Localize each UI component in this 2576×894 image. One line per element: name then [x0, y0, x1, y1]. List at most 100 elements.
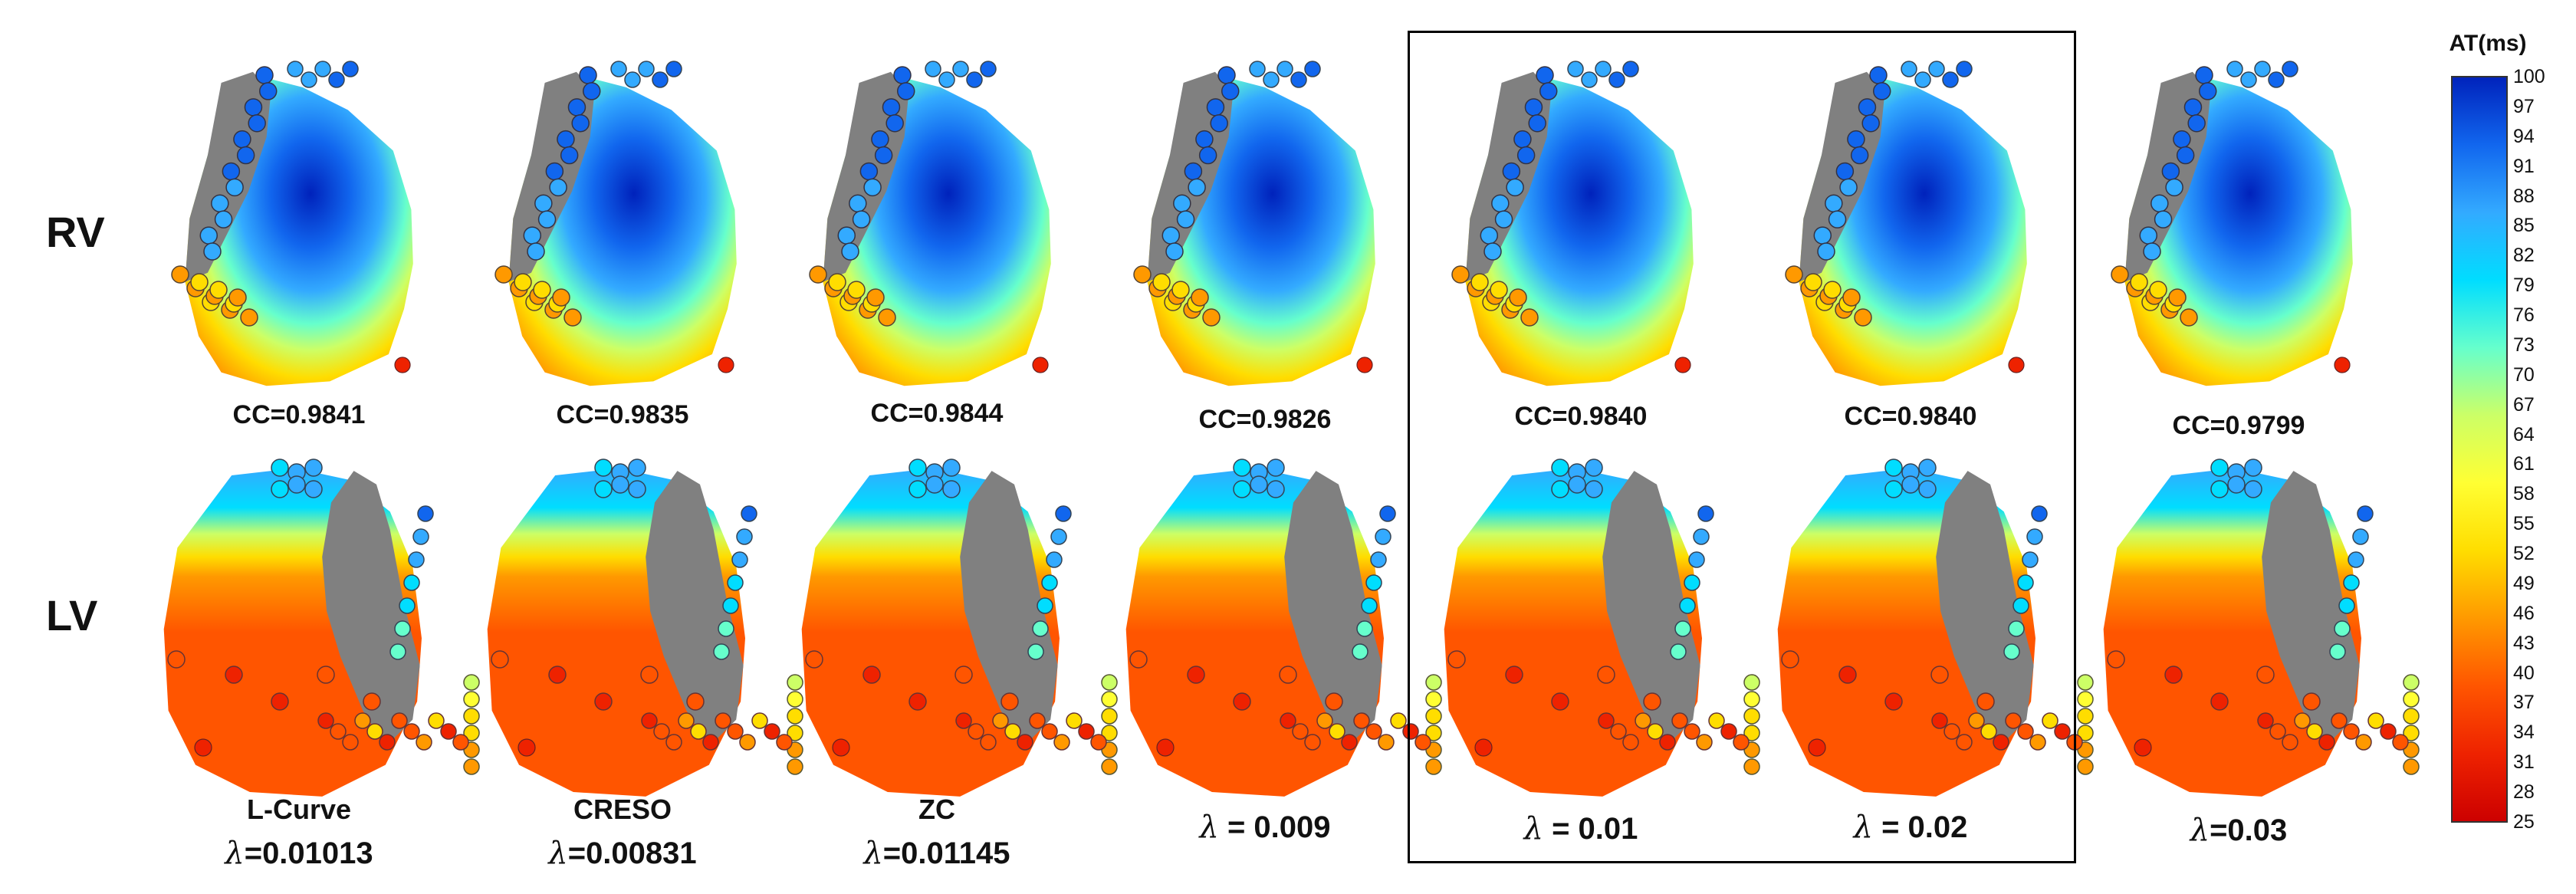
electrode	[1598, 712, 1615, 729]
electrode	[1263, 71, 1280, 88]
cc-label: CC=0.9841	[232, 400, 366, 429]
electrode	[1414, 734, 1431, 751]
electrode	[2306, 723, 2323, 740]
electrode	[849, 194, 867, 213]
lambda-value: =0.00831	[567, 836, 697, 870]
colorbar-tick-label: 25	[2513, 811, 2535, 833]
electrode	[194, 738, 212, 757]
electrode	[463, 758, 480, 775]
colorbar-tick-label: 76	[2513, 304, 2535, 327]
lambda-value: = 0.009	[1218, 810, 1331, 844]
electrode	[893, 66, 912, 84]
electrode	[1279, 666, 1297, 684]
electrode	[1597, 666, 1615, 684]
electrode	[491, 650, 509, 669]
electrode	[2150, 194, 2169, 213]
electrode	[1539, 82, 1558, 100]
colorbar-tick-label: 28	[2513, 781, 2535, 804]
electrode	[495, 265, 513, 284]
electrode	[167, 650, 186, 669]
electrode	[248, 113, 266, 133]
electrode	[2026, 528, 2043, 545]
electrode	[2077, 691, 2094, 708]
electrode	[1329, 723, 1346, 740]
electrode	[1872, 82, 1891, 100]
electrode	[713, 643, 730, 660]
electrode	[925, 475, 944, 494]
electrode	[909, 692, 927, 711]
electrode	[244, 98, 263, 117]
electrode	[1341, 734, 1358, 751]
electrode	[2282, 734, 2298, 751]
electrode	[271, 480, 289, 498]
electrode	[225, 178, 244, 197]
electrode	[1585, 459, 1603, 477]
colorbar-tick-label: 40	[2513, 662, 2535, 684]
electrode	[2130, 273, 2148, 291]
electrode	[731, 551, 748, 568]
electrode	[739, 734, 756, 751]
electrode	[1671, 712, 1688, 729]
electrode	[805, 650, 823, 669]
electrode	[665, 61, 682, 77]
electrode	[1101, 725, 1118, 741]
electrode	[878, 308, 896, 327]
electrode	[1551, 459, 1569, 477]
electrode	[809, 265, 827, 284]
electrode	[537, 210, 557, 228]
electrode	[909, 459, 927, 477]
lambda-symbol: λ	[1853, 810, 1873, 845]
cc-label: CC=0.9840	[1844, 402, 1977, 431]
electrode	[594, 459, 613, 477]
electrode	[2403, 691, 2420, 708]
lambda-value: =0.03	[2210, 813, 2288, 847]
electrode	[1622, 734, 1639, 751]
rv-activation-map	[171, 61, 413, 386]
colorbar	[2451, 76, 2508, 823]
lv-septum-region	[2262, 471, 2360, 747]
electrode	[641, 712, 658, 729]
lv-activation-map	[1444, 459, 1760, 797]
electrode	[1361, 597, 1378, 614]
electrode	[209, 281, 228, 299]
lv-activation-map	[1125, 459, 1442, 797]
electrode	[2195, 66, 2213, 84]
colorbar-tick-label: 70	[2513, 363, 2535, 386]
electrode	[1635, 712, 1651, 729]
electrode	[1276, 61, 1293, 77]
electrode	[1365, 723, 1382, 740]
colorbar-tick-label: 61	[2513, 453, 2535, 475]
electrode	[2348, 551, 2364, 568]
electrode	[1674, 620, 1691, 637]
electrode	[518, 738, 536, 757]
electrode	[1370, 551, 1387, 568]
colorbar-tick-label: 31	[2513, 751, 2535, 774]
colorbar-tick-label: 79	[2513, 274, 2535, 297]
electrode	[1129, 650, 1148, 669]
colorbar-tick-label: 49	[2513, 572, 2535, 594]
electrode	[1210, 113, 1228, 133]
electrode	[1942, 71, 1959, 88]
electrode	[1918, 459, 1937, 477]
electrode	[1004, 723, 1021, 740]
electrode	[2042, 712, 2058, 729]
electrode	[1249, 61, 1266, 77]
electrode	[2139, 226, 2158, 245]
electrode	[1304, 61, 1321, 77]
electrode	[391, 712, 408, 729]
electrode	[2168, 288, 2187, 307]
electrode	[222, 162, 241, 181]
electrode	[452, 734, 469, 751]
electrode	[1838, 666, 1857, 684]
electrode	[428, 712, 445, 729]
electrode	[255, 66, 274, 84]
electrode	[594, 480, 613, 498]
electrode	[342, 61, 359, 77]
electrode	[787, 725, 803, 741]
electrode	[2180, 308, 2198, 327]
cc-label: CC=0.9844	[870, 399, 1004, 428]
electrode	[1551, 480, 1569, 498]
electrode	[1078, 723, 1095, 740]
electrode	[2254, 61, 2271, 77]
electrode	[1901, 475, 1920, 494]
